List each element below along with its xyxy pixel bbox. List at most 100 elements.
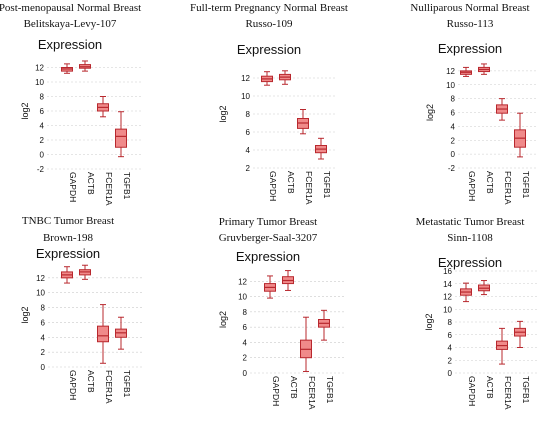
box-tgfb1	[115, 316, 127, 350]
y-tick-label: 4	[40, 122, 45, 131]
y-tick-label: 2	[243, 354, 248, 363]
y-tick-label: 10	[35, 78, 44, 87]
expression-title: Expression	[438, 255, 502, 270]
box-gapdh	[460, 66, 472, 77]
y-tick-label: 12	[238, 277, 247, 286]
expression-title: Expression	[237, 42, 301, 57]
x-category-label: TGFB1	[122, 370, 132, 398]
panel-dataset-label: Russo-113	[447, 18, 494, 30]
y-axis-label: log2	[20, 306, 30, 323]
box-fcer1a	[97, 304, 109, 364]
y-tick-label: 0	[243, 369, 248, 378]
x-category-label: FCER1A	[307, 376, 317, 410]
panel-dataset-label: Russo-109	[245, 18, 293, 30]
y-tick-label: 8	[448, 318, 453, 327]
y-tick-label: 14	[443, 280, 452, 289]
y-tick-label: 6	[41, 318, 46, 327]
y-tick-label: 0	[448, 369, 453, 378]
panel-title: Primary Tumor Breast	[219, 216, 317, 228]
chart-panel-2: Full-term Pregnancy Normal Breast Russo-1…	[190, 2, 348, 205]
x-category-label: GAPDH	[68, 172, 78, 202]
x-category-label: TGFB1	[521, 171, 531, 199]
y-tick-label: 8	[246, 110, 251, 119]
y-tick-label: 8	[40, 93, 45, 102]
y-tick-label: 4	[243, 338, 248, 347]
box-fcer1a	[300, 316, 312, 372]
panel-dataset-label: Belitskaya-Levy-107	[24, 18, 117, 30]
y-axis-label: log2	[218, 311, 228, 328]
y-tick-label: 8	[41, 304, 46, 313]
y-tick-label: 10	[446, 81, 455, 90]
y-tick-label: 12	[446, 67, 455, 76]
box-fcer1a	[496, 98, 508, 121]
box-actb	[282, 270, 294, 291]
y-tick-label: 0	[40, 151, 45, 160]
panel-dataset-label: Gruvberger-Saal-3207	[219, 232, 318, 244]
panel-title: TNBC Tumor Breast	[22, 215, 114, 227]
y-tick-label: 2	[246, 164, 251, 173]
panel-title: Full-term Pregnancy Normal Breast	[190, 2, 348, 14]
box-actb	[478, 63, 490, 75]
x-category-label: ACTB	[86, 370, 96, 393]
box-fcer1a	[297, 109, 309, 135]
y-tick-label: 4	[41, 333, 46, 342]
x-category-label: ACTB	[286, 171, 296, 194]
x-category-label: TGFB1	[325, 376, 335, 404]
y-tick-label: 12	[443, 293, 452, 302]
y-tick-label: 4	[246, 146, 251, 155]
chart-panel-1: Post-menopausal Normal Breast Belitskaya-…	[0, 2, 142, 206]
x-category-label: FCER1A	[503, 171, 513, 205]
box-fcer1a	[496, 327, 508, 365]
box-fcer1a	[97, 96, 109, 118]
expression-title: Expression	[36, 246, 100, 261]
y-tick-label: 12	[36, 274, 45, 283]
y-tick-label: 6	[40, 107, 45, 116]
y-tick-label: 8	[451, 95, 456, 104]
box-tgfb1	[115, 111, 127, 158]
y-tick-label: 6	[451, 109, 456, 118]
y-tick-label: 0	[451, 150, 456, 159]
box-actb	[79, 264, 91, 280]
y-tick-label: 2	[451, 136, 456, 145]
chart-panel-5: Primary Tumor Breast Gruvberger-Saal-3207…	[218, 216, 346, 410]
x-category-label: GAPDH	[271, 376, 281, 406]
box-gapdh	[264, 275, 276, 299]
x-category-label: GAPDH	[467, 376, 477, 406]
y-tick-label: 2	[40, 136, 45, 145]
box-actb	[279, 70, 291, 85]
y-tick-label: 16	[443, 267, 452, 276]
x-category-label: ACTB	[485, 171, 495, 194]
panel-title: Post-menopausal Normal Breast	[0, 2, 141, 14]
y-tick-label: 12	[35, 64, 44, 73]
x-category-label: ACTB	[86, 172, 96, 195]
box-tgfb1	[318, 309, 330, 341]
y-tick-label: -2	[37, 165, 45, 174]
x-category-label: FCER1A	[104, 172, 114, 206]
y-tick-label: 4	[451, 122, 456, 131]
box-gapdh	[61, 266, 73, 284]
panel-title: Nulliparous Normal Breast	[410, 2, 529, 14]
panel-dataset-label: Brown-198	[43, 232, 94, 244]
y-axis-label: log2	[425, 104, 435, 121]
chart-panel-6: Metastatic Tumor Breast Sinn-1108 Expressi…	[416, 216, 538, 410]
y-axis-label: log2	[424, 313, 434, 330]
y-tick-label: 6	[243, 323, 248, 332]
box-gapdh	[460, 282, 472, 303]
panel-dataset-label: Sinn-1108	[447, 232, 493, 244]
y-tick-label: 12	[241, 74, 250, 83]
y-axis-label: log2	[218, 105, 228, 122]
box-actb	[478, 280, 490, 296]
chart-panel-3: Nulliparous Normal Breast Russo-113 Expres…	[410, 2, 536, 205]
y-tick-label: 10	[241, 92, 250, 101]
panel-title: Metastatic Tumor Breast	[416, 216, 525, 228]
box-tgfb1	[514, 320, 526, 348]
box-gapdh	[61, 63, 73, 74]
y-tick-label: 10	[238, 293, 247, 302]
y-tick-label: 2	[41, 348, 46, 357]
y-tick-label: 6	[448, 331, 453, 340]
y-tick-label: 2	[448, 356, 453, 365]
chart-panel-4: TNBC Tumor Breast Brown-198 Expression 0 2 4 6…	[20, 215, 142, 404]
expression-title: Expression	[38, 37, 102, 52]
x-category-label: ACTB	[485, 376, 495, 399]
